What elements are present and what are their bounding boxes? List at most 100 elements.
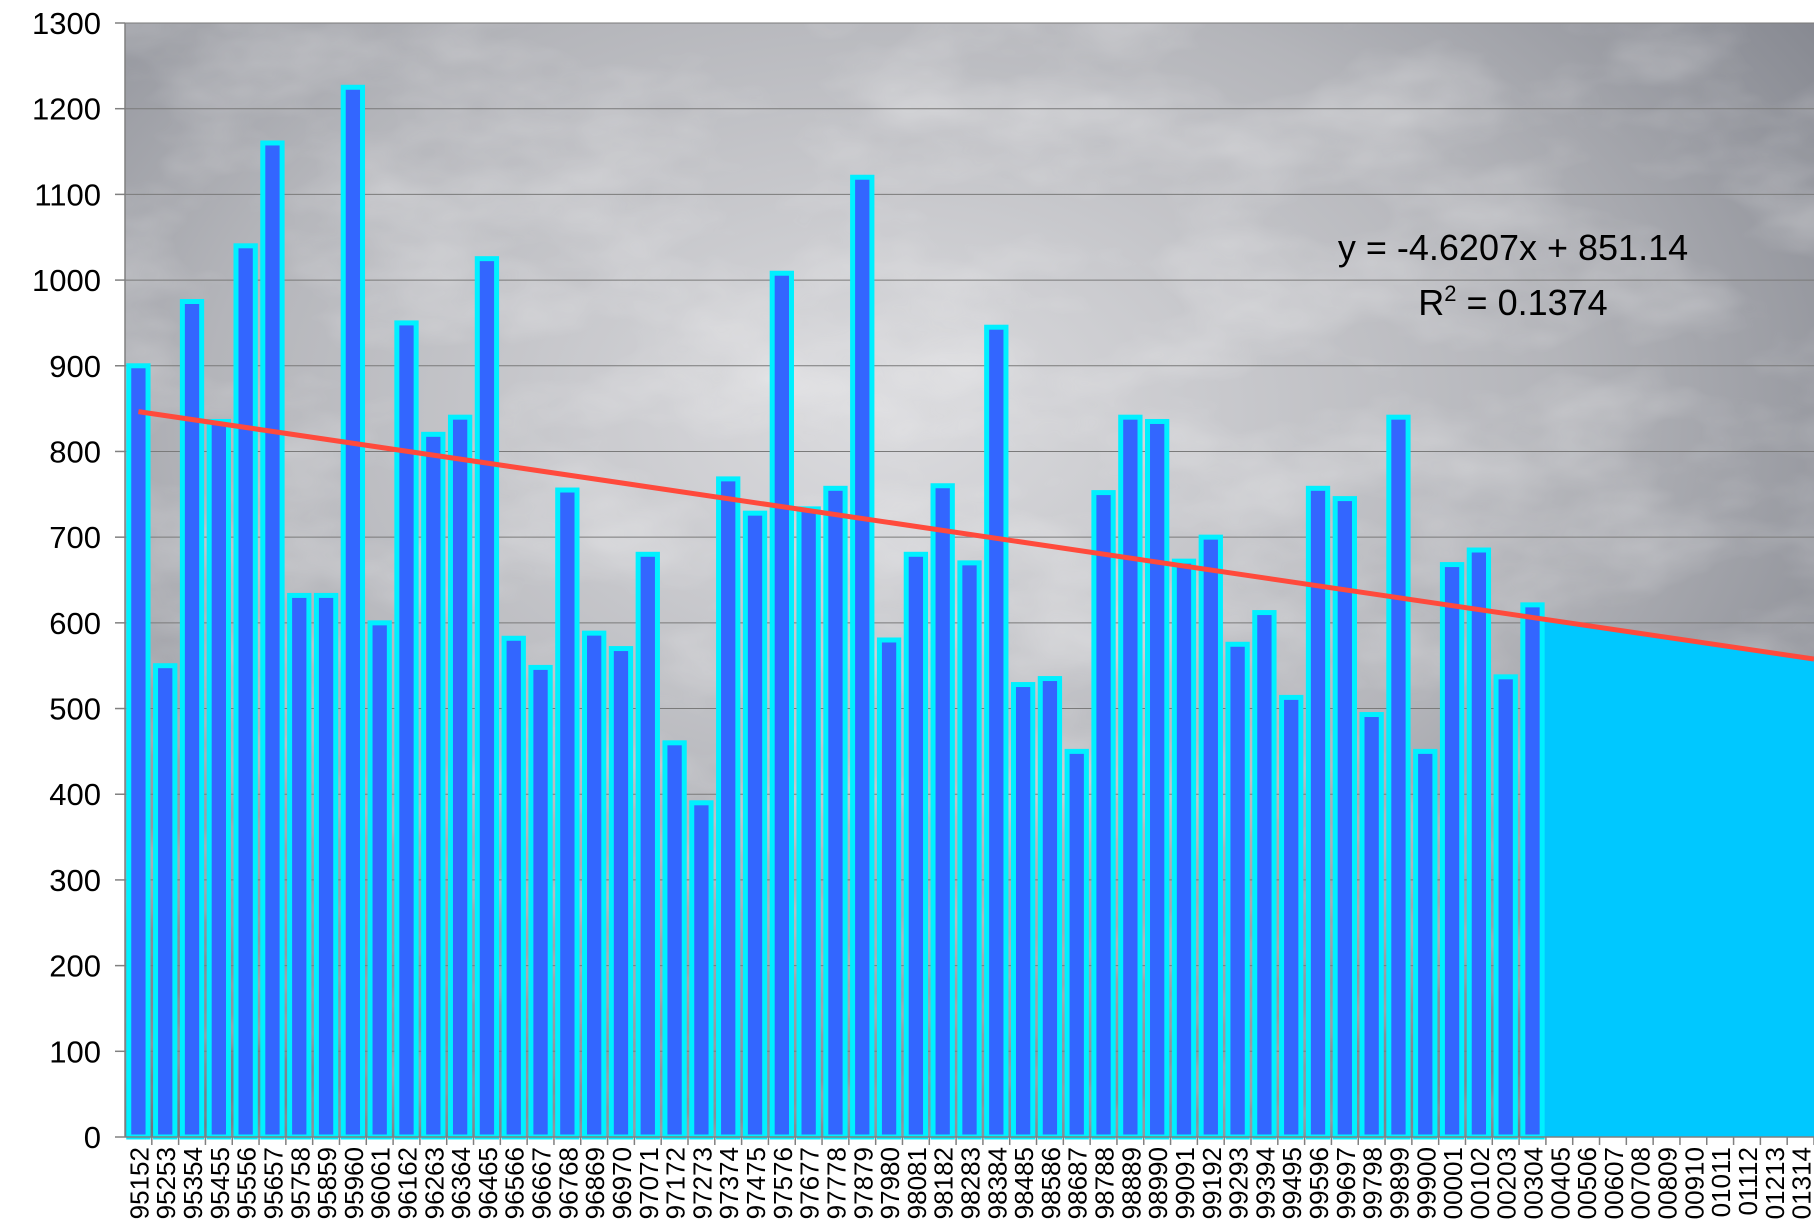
x-tick-label: 01314 [1787, 1147, 1814, 1219]
y-tick-label: 600 [49, 606, 101, 641]
y-tick-label: 900 [49, 349, 101, 384]
bar [1335, 499, 1354, 1137]
x-tick-label: 01011 [1706, 1147, 1736, 1217]
bar [1201, 537, 1220, 1137]
x-tick-label: 95859 [312, 1147, 342, 1219]
bar [987, 327, 1006, 1137]
x-tick-label: 98788 [1090, 1147, 1120, 1219]
x-tick-label: 95556 [232, 1147, 262, 1219]
bar [826, 488, 845, 1137]
x-tick-label: 95253 [151, 1147, 181, 1219]
x-tick-label: 96263 [419, 1147, 449, 1219]
bar [1013, 685, 1032, 1137]
x-tick-label: 95657 [258, 1147, 288, 1219]
x-tick-label: 00506 [1572, 1147, 1602, 1219]
bar [745, 513, 764, 1137]
x-tick-label: 00405 [1545, 1147, 1575, 1219]
x-tick-label: 99293 [1224, 1147, 1254, 1219]
bar [906, 554, 925, 1137]
x-tick-label: 99900 [1411, 1147, 1441, 1219]
bar [1469, 550, 1488, 1137]
r-symbol: R [1418, 282, 1444, 323]
x-tick-label: 99596 [1304, 1147, 1334, 1219]
bar [1228, 644, 1247, 1137]
x-tick-label: 00203 [1492, 1147, 1522, 1219]
bar [799, 509, 818, 1137]
x-tick-label: 97980 [875, 1147, 905, 1219]
r-exponent: 2 [1444, 281, 1456, 306]
x-tick-label: 95758 [285, 1147, 315, 1219]
x-tick-label: 97576 [768, 1147, 798, 1219]
bar [182, 302, 201, 1138]
bar [129, 366, 148, 1137]
y-tick-label: 300 [49, 863, 101, 898]
x-tick-label: 96465 [473, 1147, 503, 1219]
bar [424, 434, 443, 1137]
bar [1442, 565, 1461, 1137]
trend-equation: y = -4.6207x + 851.14 [1338, 227, 1688, 268]
bar [1523, 605, 1542, 1137]
bar [611, 649, 630, 1137]
bar [1282, 697, 1301, 1137]
bar [236, 246, 255, 1137]
x-tick-label: 96869 [580, 1147, 610, 1219]
bar [1067, 751, 1086, 1137]
x-tick-label: 99192 [1197, 1147, 1227, 1219]
x-tick-label: 97273 [687, 1147, 717, 1219]
x-tick-label: 00607 [1599, 1147, 1629, 1219]
y-tick-label: 100 [49, 1034, 101, 1069]
x-tick-label: 98990 [1143, 1147, 1173, 1219]
x-tick-label: 01213 [1760, 1147, 1790, 1219]
bar [504, 638, 523, 1137]
bar [879, 640, 898, 1137]
x-tick-label: 97677 [795, 1147, 825, 1219]
bar [397, 323, 416, 1137]
x-tick-label: 95354 [178, 1147, 208, 1219]
bar [772, 273, 791, 1137]
bar [209, 421, 228, 1137]
y-tick-label: 700 [49, 520, 101, 555]
y-tick-label: 1100 [34, 177, 101, 212]
chart: y = -4.6207x + 851.14 R2 = 0.1374 010020… [0, 0, 1814, 1224]
x-tick-label: 96566 [500, 1147, 530, 1219]
x-tick-label: 97778 [821, 1147, 851, 1219]
y-tick-label: 500 [49, 692, 101, 727]
x-tick-label: 97879 [848, 1147, 878, 1219]
x-tick-label: 99495 [1277, 1147, 1307, 1219]
y-tick-label: 1200 [32, 92, 101, 127]
x-tick-label: 96970 [607, 1147, 637, 1219]
x-tick-label: 00708 [1626, 1147, 1656, 1219]
r-value: = 0.1374 [1457, 282, 1608, 323]
x-tick-label: 98283 [956, 1147, 986, 1219]
x-tick-label: 97172 [661, 1147, 691, 1219]
bar [558, 490, 577, 1137]
x-tick-label: 98889 [1116, 1147, 1146, 1219]
x-tick-label: 99394 [1250, 1147, 1280, 1219]
x-tick-label: 98687 [1063, 1147, 1093, 1219]
bar [933, 486, 952, 1137]
bar [1362, 715, 1381, 1137]
x-tick-label: 00102 [1465, 1147, 1495, 1219]
x-tick-label: 97374 [714, 1147, 744, 1219]
x-tick-label: 96061 [366, 1147, 396, 1219]
bar [1094, 493, 1113, 1137]
x-tick-label: 99798 [1358, 1147, 1388, 1219]
bar [638, 554, 657, 1137]
bar [263, 143, 282, 1137]
x-tick-label: 97071 [634, 1147, 664, 1219]
bar [343, 87, 362, 1137]
bar [477, 259, 496, 1137]
bar [1174, 561, 1193, 1137]
y-tick-label: 200 [49, 949, 101, 984]
y-tick-label: 1300 [32, 6, 101, 41]
x-tick-label: 96162 [393, 1147, 423, 1219]
y-tick-label: 400 [49, 777, 101, 812]
x-tick-label: 96768 [553, 1147, 583, 1219]
bar [156, 666, 175, 1137]
x-tick-label: 00910 [1679, 1147, 1709, 1219]
x-tick-label: 00809 [1653, 1147, 1683, 1219]
bar [1389, 417, 1408, 1137]
y-tick-label: 800 [49, 434, 101, 469]
bar [370, 623, 389, 1137]
bar [665, 743, 684, 1137]
